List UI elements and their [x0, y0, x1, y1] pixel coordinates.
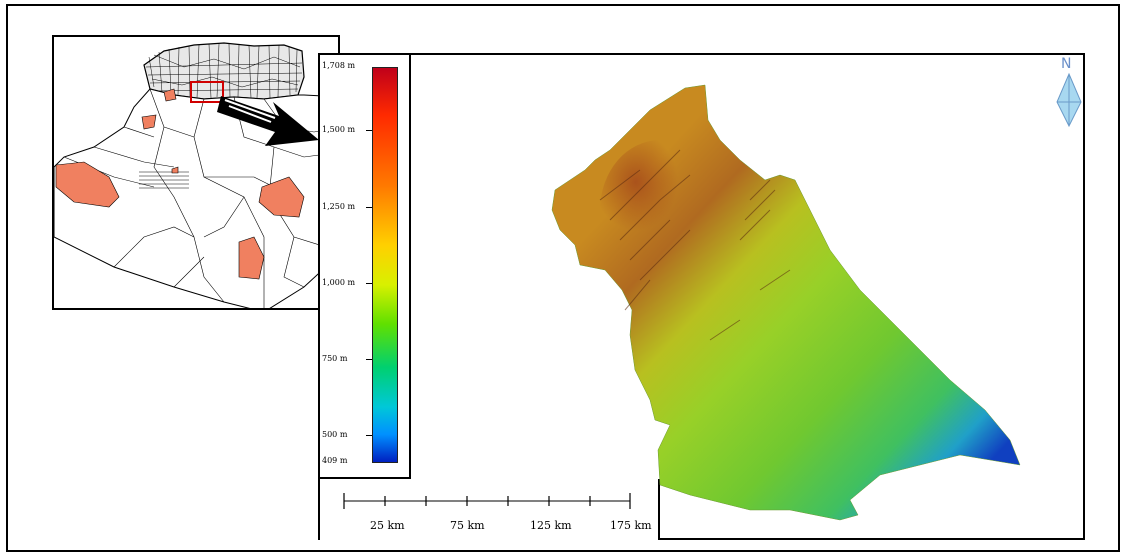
- dense-borders: [145, 43, 303, 99]
- elevation-map-panel: 1,708 m 1,500 m 1,250 m 1,000 m 750 m 50…: [318, 53, 1085, 540]
- legend-tick-mark: [366, 282, 372, 284]
- ridge-lines: [599, 149, 791, 341]
- legend-tick-label: 1,000 m: [322, 277, 356, 287]
- legend-tick-mark: [366, 435, 372, 437]
- legend-tick-label: 1,250 m: [322, 201, 356, 211]
- scale-bar: [343, 493, 631, 509]
- terrain-elevation-model: [551, 84, 1021, 521]
- legend-tick-label: 500 m: [322, 430, 348, 440]
- scale-label: 125 km: [530, 519, 572, 532]
- legend-tick-mark: [366, 130, 372, 132]
- elevation-legend: 1,708 m 1,500 m 1,250 m 1,000 m 750 m 50…: [320, 55, 411, 479]
- locator-box: [190, 81, 224, 103]
- terrain-region: [551, 84, 1021, 521]
- legend-max-label: 1,708 m: [322, 61, 356, 70]
- pointer-arrow-icon: [217, 96, 319, 146]
- legend-tick-mark: [366, 206, 372, 208]
- legend-tick-mark: [366, 359, 372, 361]
- legend-tick-label: 1,500 m: [322, 125, 356, 135]
- locator-inset-map: [52, 35, 340, 310]
- scale-label: 75 km: [450, 519, 485, 532]
- locator-map-svg: [54, 42, 338, 308]
- ridge-high-area: [600, 140, 720, 280]
- north-letter: N: [1061, 56, 1072, 72]
- scale-label: 175 km: [610, 519, 652, 532]
- elevation-colorbar: [372, 67, 398, 463]
- scale-label: 25 km: [370, 519, 405, 532]
- legend-min-label: 409 m: [322, 456, 348, 465]
- hatch-lines: [139, 171, 189, 189]
- scale-bar-box: 25 km 75 km 125 km 175 km: [320, 479, 660, 540]
- north-arrow-icon: [1056, 72, 1082, 128]
- highlighted-provinces: [55, 88, 305, 280]
- legend-tick-label: 750 m: [322, 354, 348, 364]
